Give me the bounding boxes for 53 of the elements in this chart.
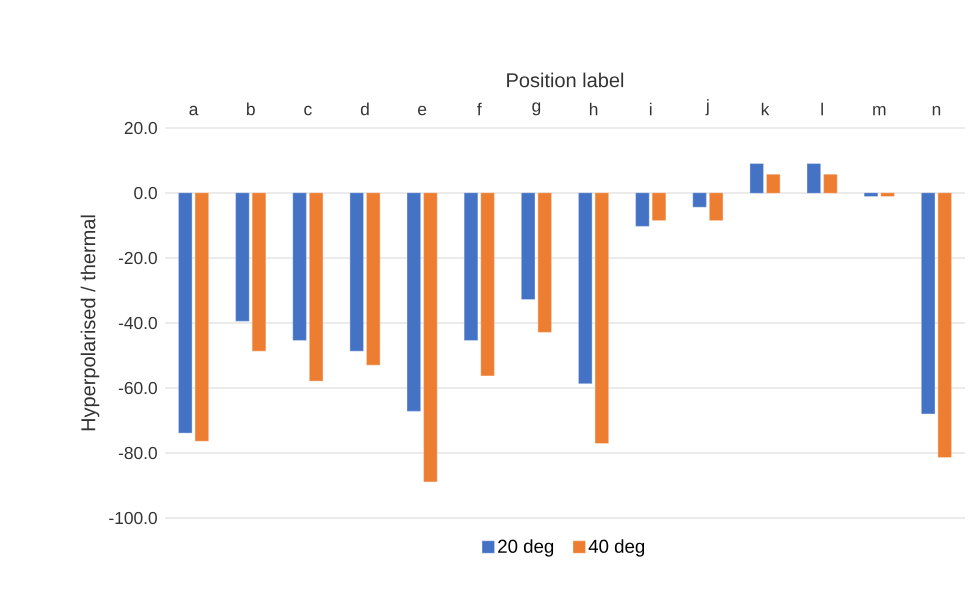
- bar: [252, 192, 266, 352]
- bar: [692, 192, 706, 208]
- y-tick-label: 20.0: [124, 122, 157, 134]
- bar: [938, 192, 952, 458]
- x-tick-label: l: [821, 102, 823, 116]
- x-tick-label: d: [360, 102, 369, 116]
- x-tick-label: g: [532, 102, 540, 116]
- bar: [538, 192, 552, 332]
- bar: [595, 192, 609, 444]
- x-tick-label: f: [477, 102, 482, 116]
- x-tick-label: n: [932, 106, 940, 116]
- bar: [921, 192, 935, 414]
- bar: [864, 192, 878, 197]
- bar: [424, 192, 438, 482]
- x-tick-label: a: [189, 106, 198, 116]
- x-tick-label: i: [650, 102, 652, 116]
- x-tick-label: e: [418, 106, 426, 116]
- bar: [309, 192, 323, 382]
- bar: [521, 192, 535, 300]
- bar: [750, 163, 764, 194]
- bar: [178, 192, 192, 434]
- x-tick-label: c: [304, 106, 312, 116]
- bar: [636, 192, 650, 226]
- bar: [480, 192, 494, 376]
- x-tick-label: k: [762, 102, 770, 116]
- y-tick-label: -80.0: [118, 446, 157, 460]
- bar: [366, 192, 380, 366]
- legend-label: 20 deg: [498, 539, 554, 557]
- legend-label: 40 deg: [588, 539, 644, 557]
- bar: [350, 192, 364, 352]
- bar: [407, 192, 421, 412]
- bar: [652, 192, 666, 221]
- x-tick-label: b: [247, 102, 255, 116]
- bar: [807, 163, 821, 194]
- bar: [195, 192, 209, 442]
- x-tick-label: m: [873, 106, 886, 116]
- y-tick-label: -40.0: [118, 316, 157, 330]
- bar: [709, 192, 723, 221]
- bar: [880, 192, 894, 197]
- y-axis-title: Hyperpolarised / thermal: [80, 215, 100, 430]
- x-axis-title: Position label: [507, 72, 624, 88]
- bar: [766, 174, 780, 194]
- bar: [464, 192, 478, 340]
- y-tick-label: -60.0: [118, 382, 157, 394]
- x-tick-label: j: [706, 99, 709, 116]
- bar: [824, 174, 838, 194]
- y-tick-label: -100.0: [109, 512, 157, 524]
- bar: [578, 192, 592, 384]
- bar: [292, 192, 306, 340]
- y-tick-label: -20.0: [118, 252, 157, 264]
- x-tick-label: h: [590, 102, 598, 116]
- bar: [236, 192, 250, 322]
- y-tick-label: 0.0: [134, 186, 157, 200]
